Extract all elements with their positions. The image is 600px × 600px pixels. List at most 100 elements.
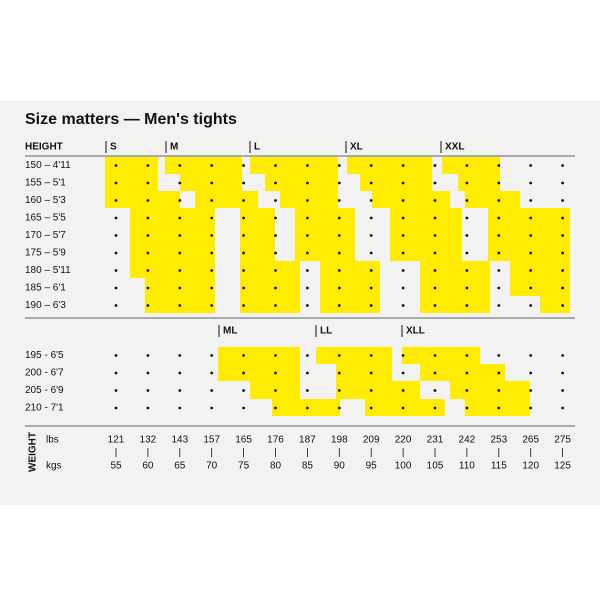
lbs-value: 176: [267, 435, 284, 446]
dot: [210, 199, 214, 202]
dot: [146, 371, 150, 375]
dot: [178, 216, 182, 220]
dot: [210, 304, 214, 307]
dot: [306, 389, 309, 392]
kgs-value: 120: [522, 461, 539, 472]
dot: [401, 269, 405, 272]
dot: [529, 406, 533, 410]
dot: [401, 389, 405, 392]
dot: [497, 234, 501, 237]
dot: [497, 199, 501, 202]
size-label: S: [110, 142, 117, 153]
dot: [178, 234, 182, 237]
dot: [337, 304, 341, 307]
dot: [465, 251, 469, 255]
dot: [210, 371, 214, 375]
dot: [146, 251, 150, 255]
dot: [497, 164, 501, 167]
weight-label: WEIGHT: [28, 432, 39, 472]
dot: [529, 354, 533, 357]
dot: [242, 371, 246, 375]
dot: [465, 406, 469, 410]
dot: [497, 269, 501, 272]
height-label: 190 – 6'3: [25, 300, 66, 311]
dot: [401, 251, 405, 255]
dot: [178, 269, 182, 272]
dot: [529, 304, 533, 307]
height-label: 195 - 6'5: [25, 350, 64, 361]
dot: [242, 216, 246, 220]
dot: [337, 389, 341, 392]
dot: [114, 304, 118, 307]
dot: [337, 269, 341, 272]
dot: [465, 216, 469, 220]
dot: [306, 199, 309, 202]
dot: [146, 234, 150, 237]
dot: [306, 234, 309, 237]
dot: [306, 371, 309, 375]
height-label: 170 – 5'7: [25, 230, 66, 241]
dot: [146, 199, 150, 202]
dot: [114, 181, 118, 185]
dot: [146, 406, 150, 410]
dot: [433, 251, 437, 255]
dot: [146, 164, 150, 167]
dot: [433, 304, 437, 307]
lbs-value: 198: [331, 435, 348, 446]
kgs-value: 95: [366, 461, 378, 472]
dot: [337, 354, 341, 357]
dot: [274, 269, 277, 272]
kgs-value: 100: [395, 461, 412, 472]
dot: [401, 216, 405, 220]
dot: [178, 304, 182, 307]
dot: [529, 181, 533, 185]
dot: [242, 406, 246, 410]
dot: [561, 234, 564, 237]
dot: [146, 181, 150, 185]
dot: [146, 304, 150, 307]
dot: [178, 181, 182, 185]
dot: [561, 199, 564, 202]
dot: [274, 354, 277, 357]
kgs-label: kgs: [46, 461, 62, 472]
dot: [178, 251, 182, 255]
dot: [369, 286, 373, 290]
dot: [114, 406, 118, 410]
dot: [369, 164, 373, 167]
dot: [274, 216, 277, 220]
dot: [465, 354, 469, 357]
height-label: 160 – 5'3: [25, 195, 66, 206]
dot: [274, 234, 277, 237]
height-label: 175 – 5'9: [25, 248, 66, 259]
dot: [114, 251, 118, 255]
kgs-value: 115: [491, 461, 507, 472]
dot: [337, 164, 341, 167]
dot: [401, 181, 405, 185]
dot: [561, 286, 564, 290]
dot: [306, 354, 309, 357]
size-label: XXL: [445, 142, 464, 153]
dot: [401, 406, 405, 410]
dot: [369, 371, 373, 375]
dot: [497, 406, 501, 410]
dot: [337, 199, 341, 202]
size-label: XL: [350, 142, 363, 153]
dot: [178, 286, 182, 290]
dot: [529, 199, 533, 202]
dot: [529, 269, 533, 272]
dot: [274, 286, 277, 290]
dot: [114, 286, 118, 290]
dot: [497, 371, 501, 375]
dot: [561, 304, 564, 307]
dot: [242, 389, 246, 392]
dot: [497, 251, 501, 255]
dot: [433, 269, 437, 272]
dot: [210, 234, 214, 237]
dot: [306, 181, 309, 185]
dot: [465, 286, 469, 290]
dot: [114, 389, 118, 392]
height-label: 150 – 4'11: [25, 160, 71, 171]
title: Size matters — Men's tights: [25, 111, 237, 128]
size-label: XLL: [406, 326, 425, 337]
